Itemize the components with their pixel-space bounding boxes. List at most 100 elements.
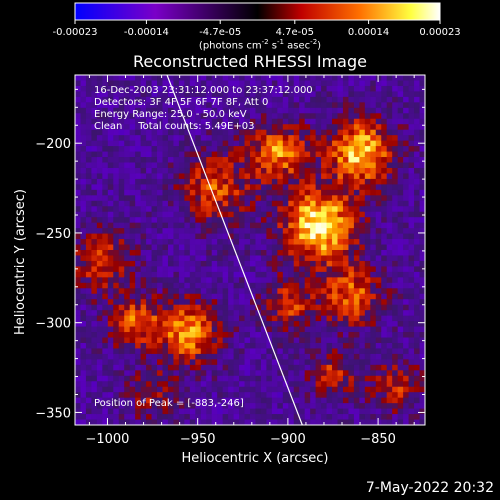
heatmap-cell bbox=[326, 277, 333, 284]
heatmap-cell bbox=[157, 206, 164, 213]
heatmap-cell bbox=[348, 326, 355, 333]
heatmap-cell bbox=[184, 414, 191, 421]
heatmap-cell bbox=[113, 211, 120, 218]
heatmap-cell bbox=[419, 135, 425, 142]
heatmap-cell bbox=[233, 157, 240, 164]
heatmap-cell bbox=[146, 135, 153, 142]
heatmap-cell bbox=[397, 397, 404, 404]
heatmap-cell bbox=[146, 304, 153, 311]
heatmap-cell bbox=[124, 91, 131, 98]
heatmap-cell bbox=[348, 222, 355, 229]
heatmap-cell bbox=[200, 304, 207, 311]
heatmap-cell bbox=[85, 129, 93, 136]
heatmap-cell bbox=[178, 102, 185, 109]
heatmap-cell bbox=[293, 403, 300, 410]
heatmap-cell bbox=[392, 140, 399, 147]
heatmap-cell bbox=[250, 386, 257, 393]
heatmap-cell bbox=[129, 250, 136, 257]
heatmap-cell bbox=[288, 233, 295, 240]
heatmap-cell bbox=[222, 200, 229, 207]
heatmap-cell bbox=[304, 157, 311, 164]
heatmap-cell bbox=[118, 260, 125, 268]
heatmap-cell bbox=[75, 266, 82, 273]
heatmap-cell bbox=[184, 250, 191, 257]
heatmap-cell bbox=[332, 195, 339, 202]
heatmap-cell bbox=[162, 288, 169, 295]
heatmap-cell bbox=[364, 260, 371, 268]
heatmap-cell bbox=[414, 184, 421, 191]
heatmap-cell bbox=[239, 342, 246, 350]
heatmap-cell bbox=[195, 271, 202, 278]
heatmap-cell bbox=[102, 260, 109, 268]
heatmap-cell bbox=[348, 233, 355, 240]
heatmap-cell bbox=[140, 364, 147, 371]
heatmap-cell bbox=[381, 195, 388, 202]
heatmap-cell bbox=[392, 189, 399, 196]
heatmap-cell bbox=[228, 359, 235, 366]
heatmap-cell bbox=[107, 239, 114, 246]
heatmap-cell bbox=[359, 386, 366, 393]
heatmap-cell bbox=[200, 260, 207, 268]
heatmap-cell bbox=[96, 299, 103, 306]
heatmap-cell bbox=[211, 392, 218, 399]
heatmap-cell bbox=[337, 419, 344, 425]
heatmap-cell bbox=[386, 75, 393, 82]
heatmap-cell bbox=[315, 206, 322, 213]
heatmap-cell bbox=[293, 419, 300, 425]
heatmap-cell bbox=[124, 364, 131, 371]
heatmap-cell bbox=[342, 288, 350, 295]
heatmap-cell bbox=[375, 282, 382, 289]
heatmap-cell bbox=[217, 353, 224, 360]
heatmap-cell bbox=[299, 337, 306, 344]
heatmap-cell bbox=[189, 189, 196, 196]
heatmap-cell bbox=[299, 91, 306, 98]
heatmap-cell bbox=[397, 353, 404, 360]
heatmap-cell bbox=[255, 342, 262, 350]
heatmap-cell bbox=[118, 370, 125, 377]
heatmap-cell bbox=[375, 178, 382, 185]
heatmap-cell bbox=[403, 277, 410, 284]
heatmap-cell bbox=[397, 337, 404, 344]
heatmap-cell bbox=[118, 184, 125, 191]
heatmap-cell bbox=[403, 348, 410, 355]
heatmap-cell bbox=[75, 326, 82, 333]
heatmap-cell bbox=[364, 315, 371, 322]
heatmap-cell bbox=[217, 364, 224, 371]
heatmap-cell bbox=[200, 342, 207, 350]
heatmap-cell bbox=[392, 200, 399, 207]
heatmap-cell bbox=[107, 288, 114, 295]
heatmap-cell bbox=[184, 304, 191, 311]
heatmap-cell bbox=[206, 299, 213, 306]
heatmap-cell bbox=[271, 162, 278, 169]
heatmap-cell bbox=[271, 167, 278, 175]
heatmap-cell bbox=[271, 206, 278, 213]
heatmap-cell bbox=[129, 211, 136, 218]
heatmap-cell bbox=[326, 414, 333, 421]
heatmap-cell bbox=[342, 310, 350, 317]
heatmap-cell bbox=[250, 337, 257, 344]
heatmap-cell bbox=[85, 75, 93, 82]
heatmap-cell bbox=[184, 403, 191, 410]
heatmap-cell bbox=[96, 403, 103, 410]
heatmap-cell bbox=[96, 217, 103, 224]
heatmap-cell bbox=[299, 239, 306, 246]
heatmap-cell bbox=[321, 173, 328, 180]
heatmap-cell bbox=[239, 353, 246, 360]
heatmap-cell bbox=[250, 370, 257, 377]
heatmap-cell bbox=[233, 244, 240, 251]
heatmap-cell bbox=[195, 353, 202, 360]
heatmap-cell bbox=[206, 408, 213, 415]
heatmap-cell bbox=[107, 397, 114, 404]
heatmap-cell bbox=[304, 129, 311, 136]
heatmap-cell bbox=[206, 260, 213, 268]
heatmap-cell bbox=[217, 288, 224, 295]
heatmap-cell bbox=[321, 370, 328, 377]
heatmap-cell bbox=[91, 146, 98, 153]
heatmap-cell bbox=[80, 255, 87, 262]
heatmap-cell bbox=[337, 91, 344, 98]
heatmap-cell bbox=[85, 107, 93, 114]
heatmap-cell bbox=[222, 337, 229, 344]
heatmap-cell bbox=[304, 222, 311, 229]
heatmap-cell bbox=[129, 146, 136, 153]
heatmap-cell bbox=[124, 228, 131, 235]
